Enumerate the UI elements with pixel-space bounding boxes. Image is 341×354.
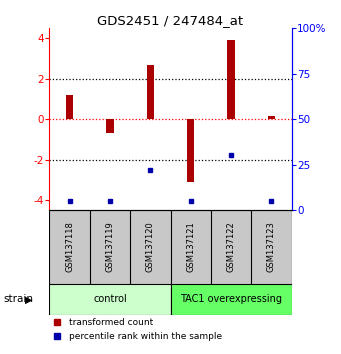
- Text: strain: strain: [3, 295, 33, 304]
- Text: GSM137121: GSM137121: [186, 222, 195, 272]
- Text: GSM137118: GSM137118: [65, 222, 74, 272]
- Text: GSM137123: GSM137123: [267, 222, 276, 272]
- Text: transformed count: transformed count: [69, 318, 153, 327]
- Bar: [187, 119, 194, 182]
- Bar: [268, 116, 275, 119]
- Text: GSM137120: GSM137120: [146, 222, 155, 272]
- Bar: [147, 65, 154, 119]
- Title: GDS2451 / 247484_at: GDS2451 / 247484_at: [98, 14, 243, 27]
- Text: control: control: [93, 295, 127, 304]
- Text: percentile rank within the sample: percentile rank within the sample: [69, 332, 222, 341]
- Text: ▶: ▶: [25, 295, 33, 304]
- Text: GSM137122: GSM137122: [226, 222, 236, 272]
- Bar: [49, 284, 170, 315]
- Text: GSM137119: GSM137119: [105, 222, 115, 272]
- Bar: [66, 95, 73, 119]
- Bar: [227, 40, 235, 119]
- Bar: [106, 119, 114, 133]
- Bar: [170, 284, 292, 315]
- Text: TAC1 overexpressing: TAC1 overexpressing: [180, 295, 282, 304]
